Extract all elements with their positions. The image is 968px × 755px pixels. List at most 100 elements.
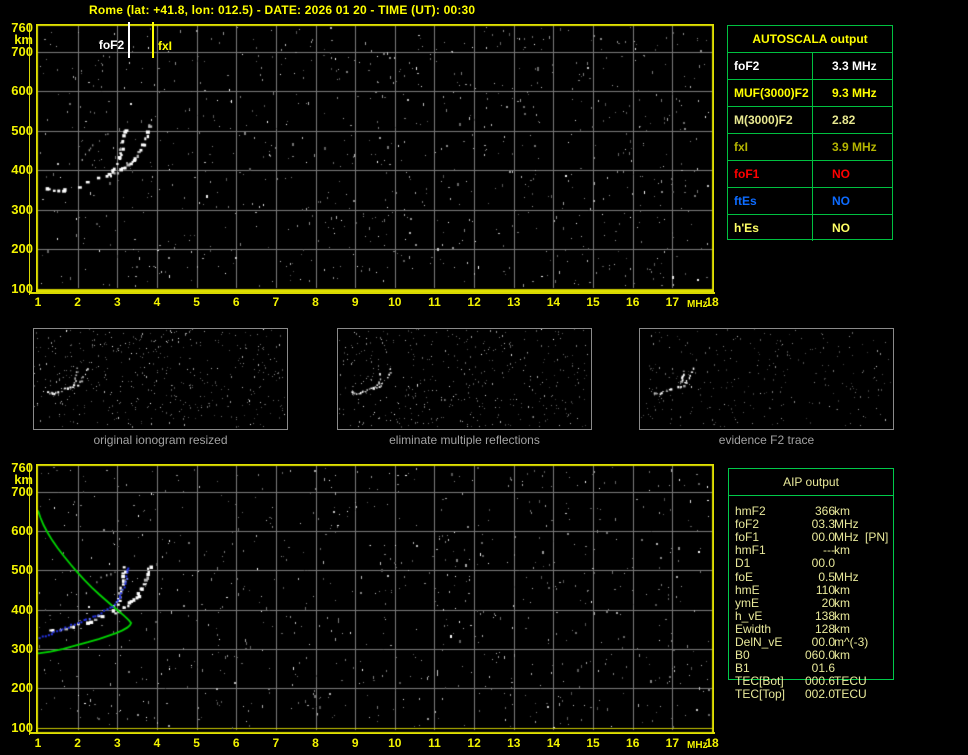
- y-tick-label-700: 700: [11, 43, 33, 59]
- autoscala-param-value: 2.82: [832, 113, 856, 127]
- aip-param-unit: km: [834, 595, 850, 610]
- aip-param-unit: km: [834, 621, 850, 636]
- top-plot-outer-baseline: [29, 292, 715, 294]
- foF2-marker-label: foF2: [98, 38, 125, 52]
- thumbnail-evidence-canvas: [639, 328, 894, 430]
- aip-param-label: foF1: [735, 530, 760, 545]
- x-tick-label-17: 17: [665, 295, 680, 309]
- aip-param-value: 000.6: [804, 674, 835, 689]
- x-tick-label-8: 8: [312, 295, 319, 309]
- top-plot-x-unit-label: MHz: [687, 299, 708, 310]
- y-tick-label-500: 500: [11, 562, 33, 578]
- top-plot-outer-axis-line: [29, 23, 30, 295]
- aip-param-label: hmF1: [735, 543, 766, 558]
- aip-param-label: TEC[Top]: [735, 687, 786, 702]
- x-tick-label-12: 12: [467, 736, 481, 750]
- aip-param-value: 00.0: [811, 556, 835, 571]
- aip-param-unit: km: [834, 582, 850, 597]
- aip-param-value: 00.0: [811, 635, 835, 649]
- aip-param-unit: TECU: [834, 687, 867, 702]
- y-tick-label-200: 200: [11, 241, 33, 257]
- aip-param-unit: km: [834, 648, 850, 663]
- fxI-marker-label: fxI: [157, 39, 172, 53]
- y-tick-label-700: 700: [11, 483, 33, 499]
- x-tick-label-18: 18: [705, 736, 719, 750]
- autoscala-row-foF1: foF1 NO: [728, 161, 892, 188]
- aip-param-value: 00.0: [811, 530, 835, 545]
- x-tick-label-13: 13: [507, 295, 521, 309]
- aip-row-B1: B1 01.6: [729, 662, 893, 675]
- x-tick-label-16: 16: [626, 736, 640, 750]
- aip-row-DelN_vE: DelN_vE 00.0 m^(-3): [729, 636, 893, 649]
- aip-param-unit: MHz: [834, 517, 859, 532]
- autoscala-row-h'Es: h'Es NO: [728, 215, 892, 241]
- aip-param-note: [PN]: [865, 530, 889, 545]
- aip-param-value: 01.6: [811, 661, 835, 676]
- autoscala-param-value: NO: [832, 194, 850, 208]
- y-tick-label-100: 100: [11, 281, 33, 297]
- autoscala-row-MUF(3000)F2: MUF(3000)F2 9.3 MHz: [728, 80, 892, 107]
- x-tick-label-8: 8: [312, 736, 319, 750]
- y-tick-label-200: 200: [11, 680, 33, 696]
- aip-row-TEC[Bot]: TEC[Bot] 000.6 TECU: [729, 675, 893, 688]
- aip-param-unit: MHz: [834, 569, 859, 584]
- aip-row-foF2: foF2 03.3 MHz: [729, 518, 893, 531]
- autoscala-param-label: h'Es: [728, 215, 813, 241]
- autoscala-param-label: foF1: [728, 161, 813, 187]
- y-tick-label-500: 500: [11, 122, 33, 138]
- y-tick-label-760: 760: [11, 20, 33, 35]
- aip-param-label: DelN_vE: [735, 635, 783, 649]
- x-tick-label-11: 11: [428, 295, 441, 309]
- aip-param-label: h_vE: [735, 608, 763, 623]
- aip-param-unit: km: [834, 608, 850, 623]
- x-tick-label-1: 1: [34, 736, 42, 750]
- autoscala-param-label: ftEs: [728, 188, 813, 214]
- aip-param-label: hmE: [735, 582, 760, 597]
- aip-param-value: ---: [823, 543, 835, 558]
- thumbnail-original-caption: original ionogram resized: [93, 433, 228, 447]
- bottom-plot-outer-axis-line: [29, 463, 30, 735]
- aip-param-label: foE: [735, 569, 754, 584]
- y-tick-label-600: 600: [11, 83, 33, 99]
- aip-param-unit: MHz: [834, 530, 859, 545]
- x-tick-label-13: 13: [507, 736, 521, 750]
- aip-param-label: B1: [735, 661, 750, 676]
- aip-param-value: 03.3: [811, 517, 835, 532]
- aip-row-Ewidth: Ewidth 128 km: [729, 621, 893, 636]
- x-tick-label-10: 10: [388, 736, 402, 750]
- x-tick-label-2: 2: [74, 295, 81, 309]
- y-tick-label-600: 600: [11, 522, 33, 538]
- autoscala-table-rows: foF2 3.3 MHz MUF(3000)F2 9.3 MHz M(3000)F2 2.…: [728, 53, 892, 241]
- x-tick-label-9: 9: [351, 295, 359, 309]
- aip-param-value: 366: [814, 504, 835, 518]
- aip-param-label: hmF2: [735, 504, 766, 518]
- thumbnail-original-ionogram: [33, 328, 288, 430]
- aip-param-label: D1: [735, 556, 751, 571]
- aip-param-label: Ewidth: [735, 621, 772, 636]
- aip-row-ymE: ymE 20 km: [729, 595, 893, 610]
- aip-output-table: AIP output hmF2 366 km foF2 03.3 MHz foF1 00.0 M…: [728, 468, 894, 701]
- aip-param-label: TEC[Bot]: [735, 674, 784, 689]
- autoscala-param-label: MUF(3000)F2: [728, 80, 813, 106]
- aip-row-TEC[Top]: TEC[Top] 002.0 TECU: [729, 688, 893, 701]
- x-tick-label-12: 12: [467, 295, 481, 309]
- x-tick-label-14: 14: [546, 736, 561, 750]
- x-tick-label-3: 3: [113, 295, 121, 309]
- aip-row-B0: B0 060.0 km: [729, 649, 893, 662]
- x-tick-label-10: 10: [388, 295, 402, 309]
- y-tick-label-400: 400: [11, 162, 33, 178]
- autoscala-param-label: M(3000)F2: [728, 107, 813, 133]
- aip-row-hmE: hmE 110 km: [729, 582, 893, 597]
- x-tick-label-14: 14: [546, 295, 561, 309]
- x-tick-label-3: 3: [113, 736, 121, 750]
- autoscala-param-value: NO: [832, 167, 850, 181]
- station-title: Rome (lat: +41.8, lon: 012.5) - DATE: 20…: [89, 3, 476, 17]
- aip-row-foE: foE 0.5 MHz: [729, 569, 893, 584]
- bottom-plot-x-unit-label: MHz: [687, 740, 708, 751]
- x-tick-label-6: 6: [232, 295, 240, 309]
- aip-param-value: 110: [815, 582, 835, 597]
- y-tick-label-300: 300: [11, 201, 33, 217]
- aip-param-value: 002.0: [804, 687, 835, 702]
- x-tick-label-7: 7: [272, 736, 280, 750]
